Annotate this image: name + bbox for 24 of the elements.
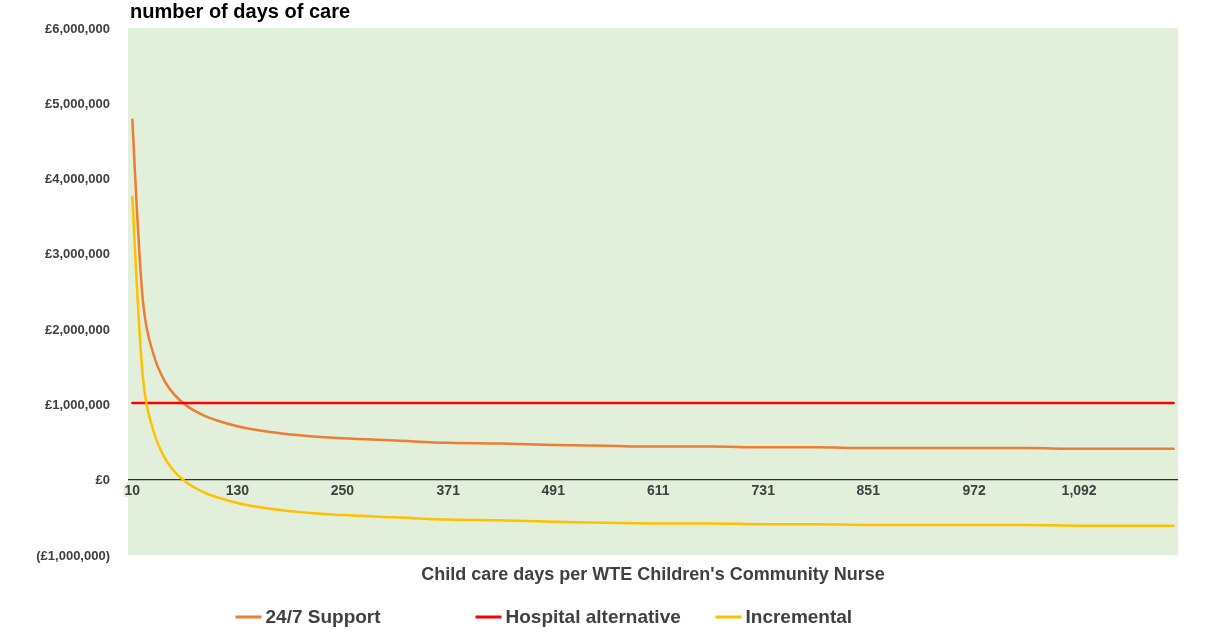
x-tick-label: 851 bbox=[856, 481, 881, 498]
line-series bbox=[131, 118, 1175, 451]
y-tick-label: £6,000,000 bbox=[44, 20, 110, 36]
x-axis-title: Child care days per WTE Children's Community Nurse bbox=[421, 564, 885, 584]
x-tick-label: 731 bbox=[751, 481, 776, 498]
y-tick-label: £0 bbox=[95, 472, 110, 488]
y-tick-label: (£1,000,000) bbox=[36, 547, 110, 563]
x-tick-label: 972 bbox=[962, 481, 987, 498]
y-tick-label: £1,000,000 bbox=[44, 396, 110, 412]
x-tick-label: 371 bbox=[436, 481, 461, 498]
y-tick-label: £4,000,000 bbox=[44, 171, 110, 187]
y-tick-label: £3,000,000 bbox=[44, 246, 110, 262]
y-tick-label: £2,000,000 bbox=[44, 321, 110, 337]
x-tick-label: 10 bbox=[124, 481, 141, 498]
legend-label: 24/7 Support bbox=[265, 606, 382, 627]
x-tick-label: 130 bbox=[225, 481, 250, 498]
y-tick-label: £5,000,000 bbox=[44, 95, 110, 111]
legend-label: Incremental bbox=[745, 606, 853, 627]
x-tick-label: 611 bbox=[646, 481, 670, 498]
x-tick-label: 250 bbox=[330, 481, 355, 498]
chart-title: number of days of care bbox=[130, 0, 351, 22]
x-tick-label: 1,092 bbox=[1061, 481, 1097, 498]
x-tick-label: 491 bbox=[541, 481, 566, 498]
legend-label: Hospital alternative bbox=[505, 606, 681, 627]
